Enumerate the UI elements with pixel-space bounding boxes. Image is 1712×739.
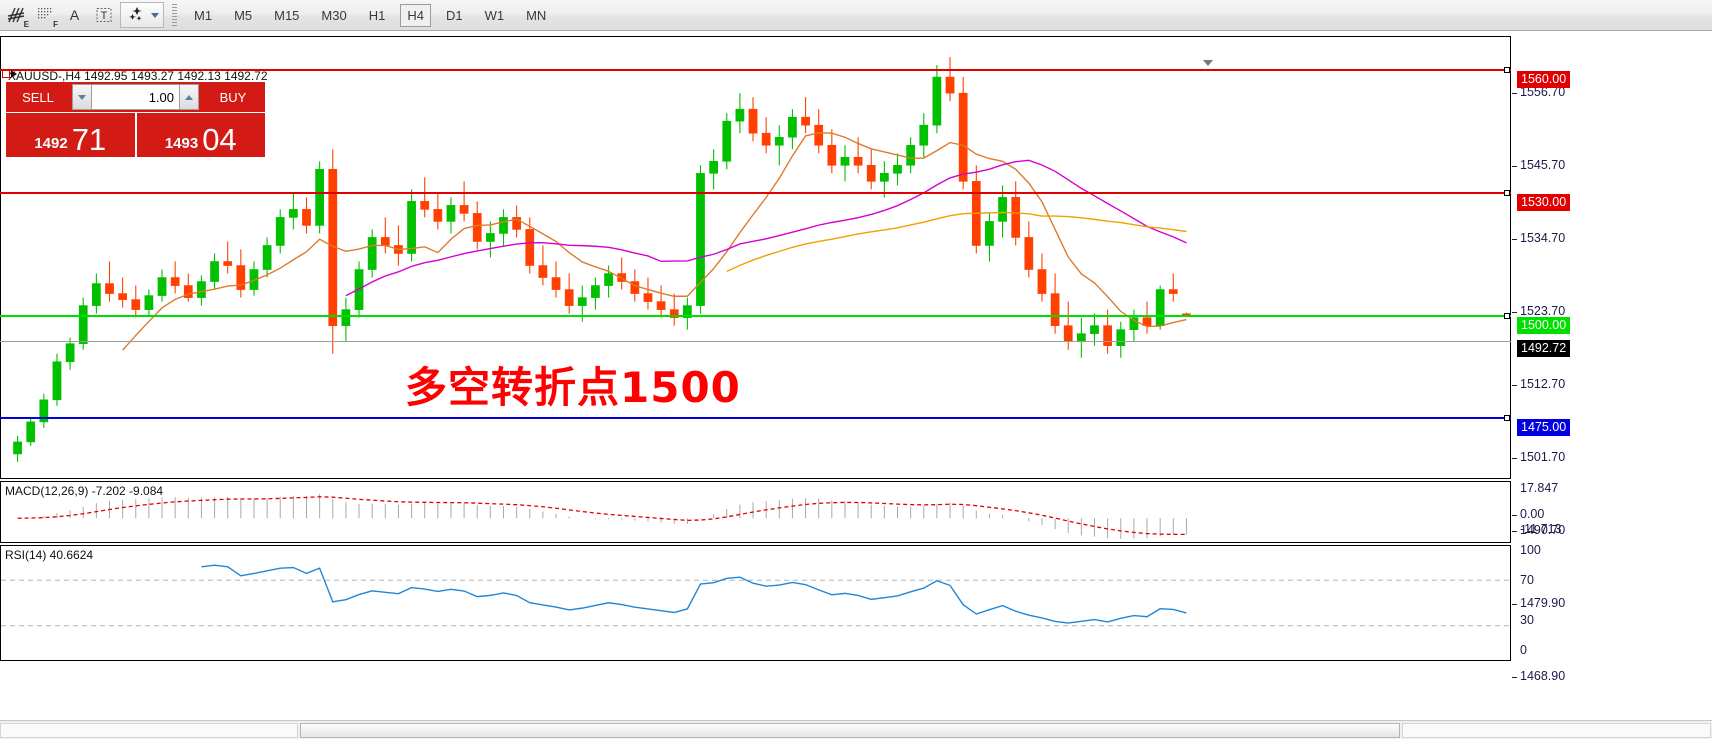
buy-price-whole: 1493 [164,135,199,152]
symbol-header: XAUUSD-,H4 1492.95 1493.27 1492.13 1492.… [8,69,268,83]
tab-timeframe-h1[interactable]: H1 [368,7,386,23]
horizontal-scrollbar[interactable] [0,720,1712,739]
price-axis-tick [1512,458,1517,459]
macd-pane[interactable]: MACD(12,26,9) -7.202 -9.084 [0,481,1511,543]
chevron-down-icon [78,94,86,100]
price-level-tag[interactable]: 1500.00 [1517,317,1571,334]
grid-dots-icon[interactable]: F [32,2,59,29]
tab-timeframe-m5[interactable]: M5 [234,7,253,23]
chevron-down-icon[interactable] [150,12,159,18]
price-axis-label: 1556.70 [1520,85,1566,99]
text-letter-icon-label: A [69,7,80,23]
rsi-caption: RSI(14) 40.6624 [5,548,94,562]
rsi-axis-label: 70 [1520,573,1534,587]
line-handle[interactable] [1504,415,1510,421]
price-axis-label: 1534.70 [1520,231,1566,245]
indicator-lines-icon-sub: E [23,20,29,29]
line-handle[interactable] [1504,67,1510,73]
volume-decrement-button[interactable] [72,84,92,110]
buy-button[interactable]: BUY [201,82,265,112]
price-axis-tick [1512,531,1517,532]
tab-timeframe-h4[interactable]: H4 [400,3,431,27]
toolbar-separator [172,4,177,26]
price-level-tag[interactable]: 1492.72 [1517,340,1571,357]
buy-price-pips: 04 [202,122,237,157]
svg-text:T: T [100,10,107,22]
price-axis-tick [1512,239,1517,240]
price-axis-label: 1512.70 [1520,377,1566,391]
current-price-line [0,341,1511,342]
one-click-trading-panel[interactable]: SELL 1.00 BUY 1492 71 1493 04 [6,82,265,157]
macd-axis-label: -11.713 [1520,522,1562,536]
buy-price-quote[interactable]: 1493 04 [136,113,265,157]
tab-timeframe-mn[interactable]: MN [526,7,547,23]
price-axis-label: 1479.90 [1520,596,1566,610]
text-letter-icon[interactable]: A [61,2,88,28]
line-handle[interactable] [1504,190,1510,196]
volume-increment-button[interactable] [179,84,199,110]
chart-area[interactable]: XAUUSD-,H4 1492.95 1493.27 1492.13 1492.… [0,31,1712,739]
candlestick-series [13,57,1191,462]
price-axis-tick [1512,385,1517,386]
grid-dots-icon-sub: F [53,20,58,29]
chart-annotation-text[interactable]: 多空转折点1500 [405,363,741,412]
volume-stepper[interactable]: 1.00 [70,82,201,112]
macd-axis-tick [1512,515,1517,516]
resistance-line-1530[interactable] [0,190,1511,196]
line-handle[interactable] [1504,313,1510,319]
rsi-axis-label: 100 [1520,543,1541,557]
price-axis-label: 1523.70 [1520,304,1566,318]
scrollbar-track-right[interactable] [1402,723,1711,738]
rsi-axis-label: 30 [1520,613,1534,627]
pivot-line-1500[interactable] [0,313,1511,319]
rsi-pane[interactable]: RSI(14) 40.6624 [0,545,1511,661]
price-pane[interactable] [0,36,1511,479]
text-label-icon[interactable]: T [90,2,117,28]
price-axis-label: 1468.90 [1520,669,1566,683]
price-axis-tick [1512,312,1517,313]
scrollbar-track-left[interactable] [0,723,298,738]
macd-axis-label: 17.847 [1520,481,1559,495]
tab-timeframe-m30[interactable]: M30 [321,7,347,23]
price-axis-tick [1512,604,1517,605]
sell-price-whole: 1492 [34,135,68,152]
price-axis-label: 1501.70 [1520,450,1566,464]
tab-timeframe-d1[interactable]: D1 [445,7,463,23]
resistance-line-1560[interactable] [0,67,1511,73]
symbol-marker-icon [2,70,10,78]
main-toolbar: E F A [0,0,1712,31]
rsi-axis-label: 0 [1520,643,1527,657]
macd-caption: MACD(12,26,9) -7.202 -9.084 [5,484,164,498]
macd-axis-label: 0.00 [1520,507,1545,521]
sell-price-quote[interactable]: 1492 71 [6,113,135,157]
tab-timeframe-m1[interactable]: M1 [194,7,213,23]
sell-price-pips: 71 [71,122,107,157]
sell-button[interactable]: SELL [6,82,70,112]
price-axis-label: 1490.70 [1520,523,1566,537]
tab-timeframe-w1[interactable]: W1 [484,7,505,23]
price-axis-tick [1512,93,1517,94]
price-level-tag[interactable]: 1560.00 [1517,71,1571,88]
scrollbar-thumb[interactable] [300,723,1400,738]
support-line-1475[interactable] [0,415,1511,421]
price-axis[interactable]: 1556.70 1545.70 1534.70 1523.70 1512.70 1501.… [1512,36,1712,683]
rsi-series [1,564,1510,627]
volume-input[interactable]: 1.00 [92,84,179,110]
objects-shapes-dropdown[interactable] [120,2,164,28]
macd-series [17,493,1187,539]
collapse-arrow-icon[interactable] [11,70,17,78]
tab-timeframe-m15[interactable]: M15 [274,7,300,23]
chart-top-marker-icon [1203,60,1213,66]
indicator-lines-icon[interactable]: E [3,2,30,29]
chevron-up-icon [185,94,193,100]
price-axis-label: 1545.70 [1520,158,1566,172]
price-axis-tick [1512,166,1517,167]
price-level-tag[interactable]: 1475.00 [1517,419,1571,436]
price-level-tag[interactable]: 1530.00 [1517,194,1571,211]
price-axis-tick [1512,677,1517,678]
